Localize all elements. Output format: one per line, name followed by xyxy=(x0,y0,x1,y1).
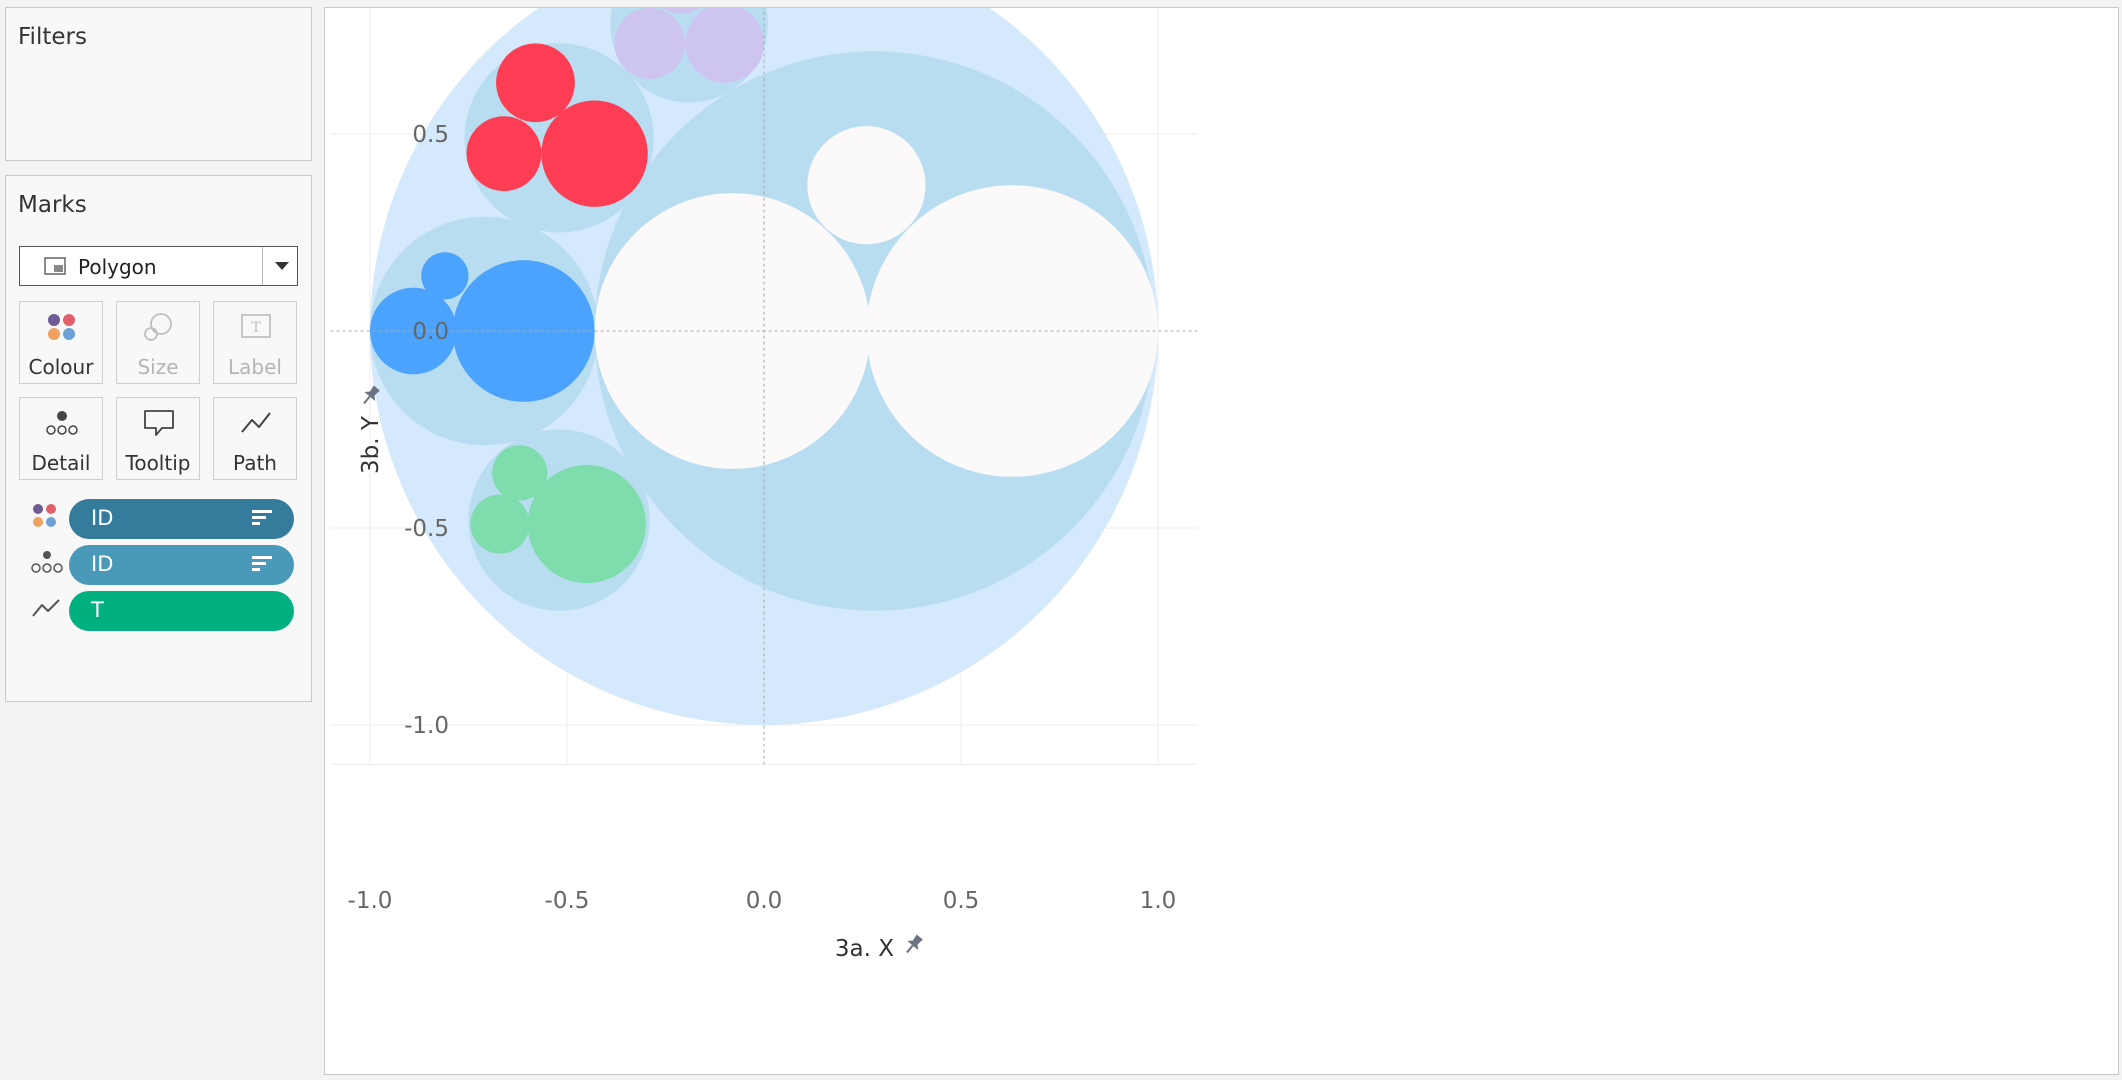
filters-title: Filters xyxy=(18,24,87,50)
circle-mark-white[interactable] xyxy=(594,193,871,469)
zero-lines xyxy=(330,8,1198,765)
y-tick-label: 0.5 xyxy=(412,122,449,148)
detail-dots-icon xyxy=(31,551,63,573)
marks-title: Marks xyxy=(18,192,87,218)
detail-button[interactable]: Detail xyxy=(19,397,103,480)
tooltip-button-label: Tooltip xyxy=(125,451,191,475)
tooltip-icon xyxy=(144,410,174,436)
y-tick-label: 0.0 xyxy=(412,319,449,345)
circle-mark-white[interactable] xyxy=(807,126,926,245)
sort-descending-icon xyxy=(252,556,272,571)
circle-mark-green[interactable] xyxy=(470,494,530,554)
path-button[interactable]: Path xyxy=(213,397,297,480)
colour-dots-icon xyxy=(48,314,75,340)
circle-mark-purple[interactable] xyxy=(614,8,686,79)
label-button-label: Label xyxy=(228,355,282,379)
circle-mark-red[interactable] xyxy=(496,43,575,123)
circle-mark-blue[interactable] xyxy=(421,252,469,300)
x-tick-label: 1.0 xyxy=(1140,888,1177,914)
circle-mark-green[interactable] xyxy=(492,445,548,501)
size-button-label: Size xyxy=(137,355,179,379)
circle-mark-blue[interactable] xyxy=(370,287,457,375)
x-axis-title[interactable]: 3a. X xyxy=(835,936,894,962)
colour-id-pill[interactable]: ID xyxy=(69,499,294,539)
circle-mark-red[interactable] xyxy=(541,100,648,207)
circle-mark-white[interactable] xyxy=(866,185,1158,477)
circle-mark-red[interactable] xyxy=(466,116,542,192)
path-t-pill[interactable]: T xyxy=(69,591,294,631)
circle-mark-green[interactable] xyxy=(527,464,646,584)
viz-canvas: -1.0-0.50.00.51.01.00.50.0-0.5-1.0 3a. X… xyxy=(324,7,2119,1075)
sort-descending-icon xyxy=(252,510,272,525)
detail-button-label: Detail xyxy=(31,451,91,475)
polygon-mark-icon xyxy=(44,257,66,275)
chevron-down-icon[interactable] xyxy=(274,261,290,271)
svg-text:T: T xyxy=(251,320,261,336)
detail-dots-icon xyxy=(46,411,78,435)
pill-label: T xyxy=(91,598,104,622)
axis-ticks: -1.0-0.50.00.51.01.00.50.0-0.5-1.0 xyxy=(348,122,1177,914)
mark-type-label: Polygon xyxy=(78,255,157,279)
pill-label: ID xyxy=(91,552,114,576)
y-axis-title[interactable]: 3b. Y xyxy=(358,415,384,474)
dropdown-divider xyxy=(262,247,263,285)
pill-label: ID xyxy=(91,506,114,530)
path-icon xyxy=(32,599,60,617)
marks-card: Marks Polygon Colour Size T xyxy=(5,175,312,702)
x-tick-label: 0.5 xyxy=(943,888,980,914)
size-button: Size xyxy=(116,301,200,384)
y-tick-label: -1.0 xyxy=(404,713,449,739)
tooltip-button[interactable]: Tooltip xyxy=(116,397,200,480)
detail-id-pill[interactable]: ID xyxy=(69,545,294,585)
path-button-label: Path xyxy=(233,451,277,475)
filters-card[interactable]: Filters xyxy=(5,7,312,161)
pin-icon[interactable] xyxy=(902,933,926,957)
x-tick-label: 0.0 xyxy=(746,888,783,914)
circle-marks[interactable] xyxy=(370,8,1158,725)
colour-button-label: Colour xyxy=(28,355,94,379)
circle-mark-purple[interactable] xyxy=(648,8,715,14)
colour-button[interactable]: Colour xyxy=(19,301,103,384)
packed-circle-chart: -1.0-0.50.00.51.01.00.50.0-0.5-1.0 3a. X… xyxy=(330,8,1198,962)
circle-mark-purple[interactable] xyxy=(685,8,764,83)
x-tick-label: -0.5 xyxy=(545,888,590,914)
size-icon xyxy=(144,313,172,341)
y-tick-label: -0.5 xyxy=(404,516,449,542)
label-button: T Label xyxy=(213,301,297,384)
colour-dots-icon xyxy=(33,504,56,527)
pin-icon[interactable] xyxy=(359,384,383,408)
path-icon xyxy=(241,412,271,433)
x-tick-label: -1.0 xyxy=(348,888,393,914)
label-icon: T xyxy=(241,314,271,338)
mark-type-dropdown[interactable]: Polygon xyxy=(19,246,298,286)
